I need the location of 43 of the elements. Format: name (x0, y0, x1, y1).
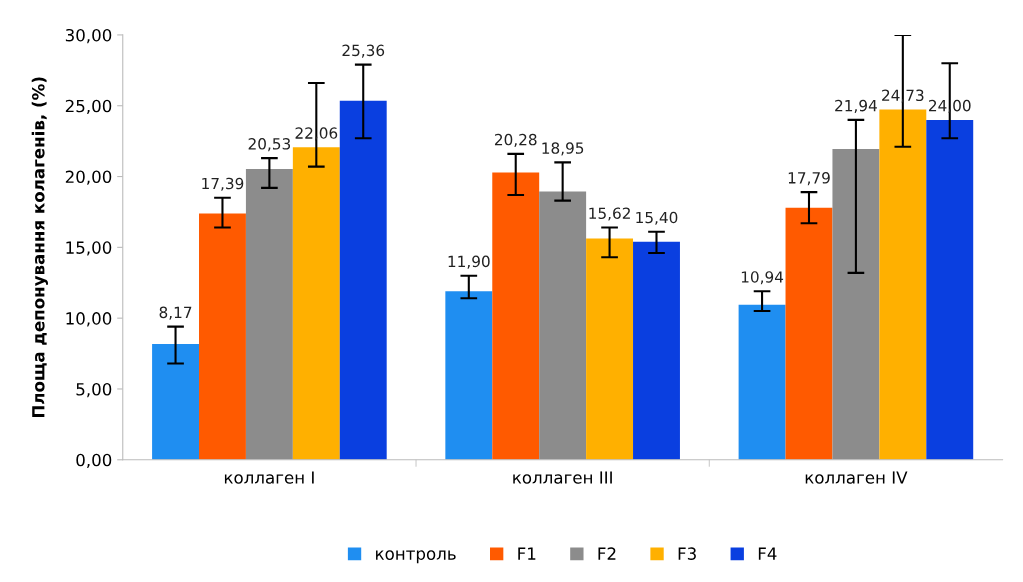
bar (785, 207, 833, 460)
bar (152, 344, 200, 460)
bar (539, 191, 587, 460)
data-label: 18,95 (542, 142, 584, 156)
x-tick-label: коллаген III (513, 471, 612, 484)
data-label: 20,28 (494, 133, 537, 147)
data-label: 20,53 (248, 138, 291, 152)
y-tick-label: 30,00 (65, 28, 112, 44)
data-label: 15,40 (636, 211, 678, 225)
data-label: 17,39 (202, 177, 244, 191)
bar (292, 147, 340, 460)
legend-label: F1 (518, 547, 536, 560)
y-tick-label: 25,00 (65, 99, 112, 114)
data-label: 25,36 (342, 44, 385, 58)
x-tick-label: коллаген I (224, 471, 314, 484)
bar (445, 291, 493, 460)
bar (199, 213, 246, 460)
bar (586, 238, 634, 460)
data-label: 21,94 (835, 99, 877, 113)
bar (879, 109, 927, 460)
y-tick-label: 10,00 (66, 312, 112, 327)
bar (633, 241, 680, 460)
bar (492, 172, 540, 460)
data-label: 8,17 (159, 306, 192, 320)
y-tick-label: 15,00 (66, 241, 112, 256)
bar (245, 169, 293, 460)
data-label: 15,62 (589, 207, 630, 221)
y-tick-label: 20,00 (65, 170, 112, 185)
x-tick-label: коллаген IV (805, 471, 908, 484)
bar (832, 149, 880, 460)
data-label: 11,90 (448, 255, 490, 269)
bar (926, 119, 974, 460)
y-axis-title: Площа депонування колагенів, (%) (31, 77, 48, 418)
legend-label: F2 (598, 547, 616, 560)
legend-label: контроль (376, 550, 456, 564)
bar (339, 100, 387, 460)
bar (738, 304, 786, 460)
legend-label: F4 (758, 547, 777, 560)
data-label: 10,94 (741, 271, 784, 285)
y-tick-label: 0,00 (76, 453, 112, 469)
y-tick-label: 5,00 (76, 382, 112, 398)
legend-label: F3 (678, 547, 696, 560)
data-label: 17,79 (788, 172, 830, 186)
